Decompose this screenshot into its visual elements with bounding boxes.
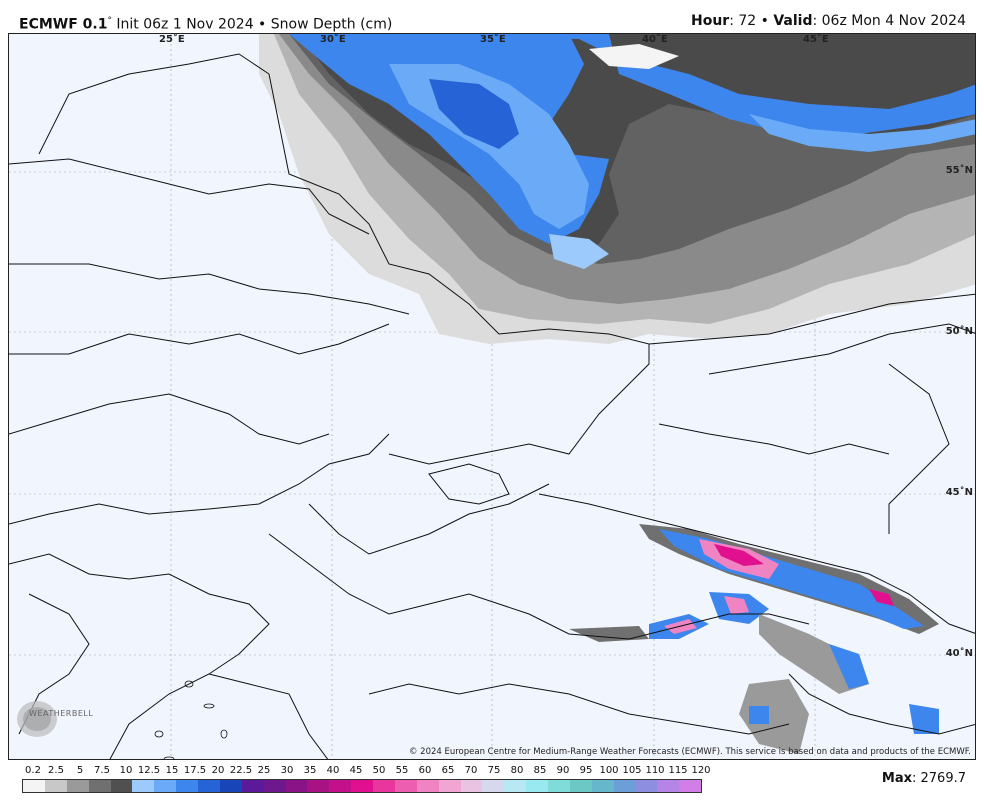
color-swatch bbox=[219, 780, 242, 792]
scale-tick: 10 bbox=[119, 765, 133, 776]
color-swatch bbox=[569, 780, 592, 792]
model-name: ECMWF 0.1 bbox=[19, 16, 108, 33]
color-swatch bbox=[110, 780, 133, 792]
scale-tick: 5 bbox=[76, 765, 84, 776]
color-swatch bbox=[176, 780, 198, 792]
max-label: Max bbox=[881, 771, 912, 786]
color-swatch bbox=[526, 780, 548, 792]
color-swatch bbox=[635, 780, 658, 792]
borders bbox=[9, 53, 975, 759]
color-swatch bbox=[351, 780, 373, 792]
scale-tick: 35 bbox=[303, 765, 317, 776]
color-swatch bbox=[263, 780, 286, 792]
scale-tick: 75 bbox=[487, 765, 501, 776]
color-swatch bbox=[329, 780, 352, 792]
degree-sign: ° bbox=[107, 16, 112, 26]
scale-tick: 65 bbox=[441, 765, 455, 776]
scale-tick: 17.5 bbox=[183, 765, 207, 776]
color-swatch bbox=[613, 780, 636, 792]
scale-tick: 95 bbox=[579, 765, 593, 776]
color-swatch bbox=[591, 780, 614, 792]
init-text: Init 06z 1 Nov 2024 • Snow Depth (cm) bbox=[111, 16, 393, 33]
scale-tick: 7.5 bbox=[94, 765, 110, 776]
snow-field-north bbox=[259, 34, 975, 344]
color-swatch bbox=[23, 780, 45, 792]
color-swatch bbox=[132, 780, 155, 792]
valid-time: Hour: 72 • Valid: 06z Mon 4 Nov 2024 bbox=[691, 10, 966, 32]
color-swatch bbox=[482, 780, 505, 792]
lat-label-50: 50˚N bbox=[945, 326, 973, 337]
scale-tick: 110 bbox=[645, 765, 665, 776]
color-swatch bbox=[657, 780, 680, 792]
color-swatch bbox=[438, 780, 461, 792]
lat-label-55: 55˚N bbox=[945, 165, 973, 176]
hour-value: : 72 • bbox=[729, 13, 774, 29]
color-swatch bbox=[241, 780, 264, 792]
color-swatch bbox=[416, 780, 439, 792]
color-swatch bbox=[548, 780, 570, 792]
scale-tick: 22.5 bbox=[229, 765, 253, 776]
color-bar bbox=[22, 779, 702, 793]
scale-tick: 55 bbox=[395, 765, 409, 776]
lon-label-45: 45˚E bbox=[803, 34, 829, 45]
color-swatch bbox=[504, 780, 527, 792]
color-swatch bbox=[285, 780, 308, 792]
lon-label-40: 40˚E bbox=[642, 34, 668, 45]
scale-tick: 105 bbox=[622, 765, 642, 776]
lon-label-35: 35˚E bbox=[480, 34, 506, 45]
chart-title: ECMWF 0.1° Init 06z 1 Nov 2024 • Snow De… bbox=[19, 10, 393, 33]
logo-globe-icon bbox=[17, 701, 57, 737]
scale-tick: 100 bbox=[599, 765, 619, 776]
color-swatch bbox=[373, 780, 395, 792]
scale-tick: 85 bbox=[533, 765, 547, 776]
scale-tick: 115 bbox=[668, 765, 688, 776]
aegean-islands bbox=[154, 680, 228, 759]
scale-tick: 12.5 bbox=[137, 765, 161, 776]
valid-label: Valid bbox=[773, 13, 813, 29]
scale-tick: 70 bbox=[464, 765, 478, 776]
scale-tick: 90 bbox=[556, 765, 570, 776]
lon-label-25: 25˚E bbox=[159, 34, 185, 45]
copyright-notice: © 2024 European Centre for Medium-Range … bbox=[408, 747, 971, 757]
color-swatch bbox=[679, 780, 702, 792]
color-swatch bbox=[66, 780, 89, 792]
color-swatch bbox=[307, 780, 330, 792]
scale-tick: 50 bbox=[372, 765, 386, 776]
scale-tick: 25 bbox=[257, 765, 271, 776]
lat-label-45: 45˚N bbox=[945, 487, 973, 498]
snow-depth-map: 25˚E 30˚E 35˚E 40˚E 45˚E 55˚N 50˚N 45˚N … bbox=[8, 33, 976, 760]
scale-tick: 0.2 bbox=[25, 765, 41, 776]
scale-tick: 40 bbox=[326, 765, 340, 776]
color-swatch bbox=[88, 780, 111, 792]
snow-field-caucasus bbox=[569, 524, 939, 754]
color-swatch bbox=[198, 780, 220, 792]
color-swatch bbox=[154, 780, 177, 792]
map-canvas bbox=[9, 34, 975, 759]
color-swatch bbox=[44, 780, 67, 792]
color-swatch bbox=[460, 780, 483, 792]
color-scale: 0.2 2.5 5 7.5 10 12.5 15 17.5 20 22.5 25… bbox=[22, 765, 711, 795]
scale-tick: 80 bbox=[510, 765, 524, 776]
logo-text: WEATHERBELL bbox=[29, 709, 94, 718]
scale-tick: 30 bbox=[280, 765, 294, 776]
lat-label-40: 40˚N bbox=[945, 648, 973, 659]
lon-label-30: 30˚E bbox=[320, 34, 346, 45]
hour-label: Hour bbox=[690, 13, 730, 29]
scale-ticks: 0.2 2.5 5 7.5 10 12.5 15 17.5 20 22.5 25… bbox=[22, 765, 711, 777]
scale-tick: 20 bbox=[211, 765, 225, 776]
scale-tick: 120 bbox=[691, 765, 711, 776]
scale-tick: 45 bbox=[349, 765, 363, 776]
color-swatch bbox=[394, 780, 417, 792]
weatherbell-logo: WEATHERBELL bbox=[13, 695, 101, 743]
scale-tick: 2.5 bbox=[48, 765, 64, 776]
scale-tick: 15 bbox=[165, 765, 179, 776]
scale-tick: 60 bbox=[418, 765, 432, 776]
max-number: : 2769.7 bbox=[912, 771, 966, 786]
valid-value: : 06z Mon 4 Nov 2024 bbox=[812, 13, 966, 29]
max-value: Max: 2769.7 bbox=[882, 771, 966, 786]
